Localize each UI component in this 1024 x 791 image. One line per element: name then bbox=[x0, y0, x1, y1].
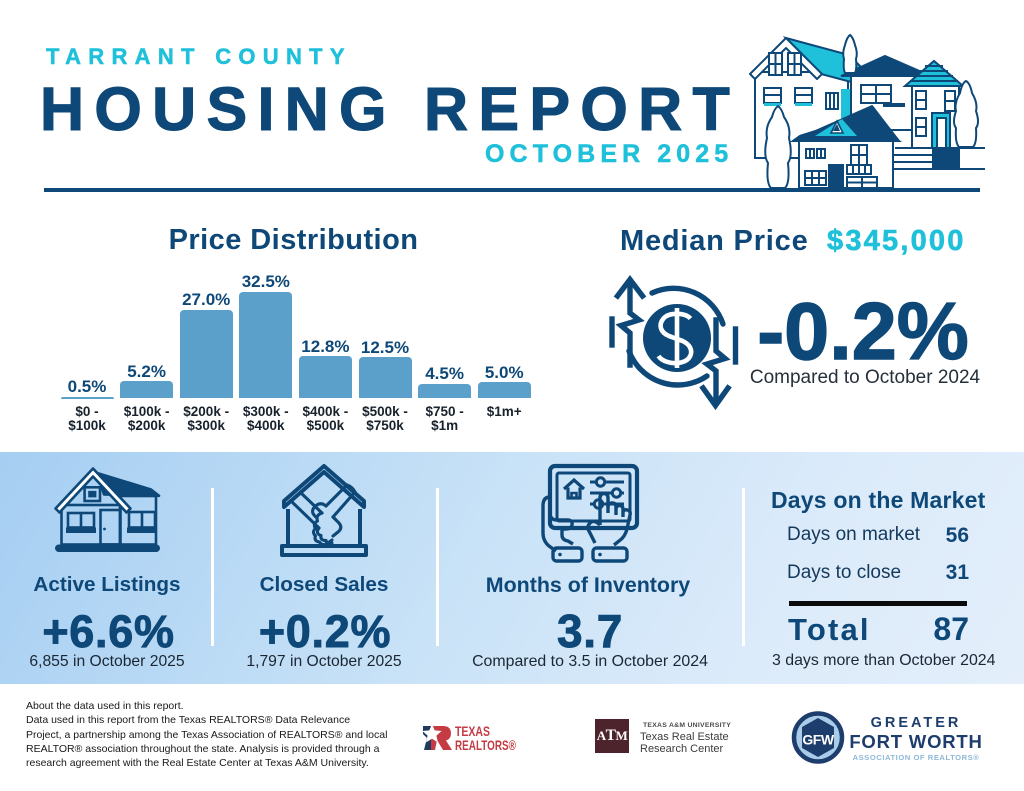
svg-text:TEXAS: TEXAS bbox=[455, 723, 490, 739]
svg-text:REALTORS®: REALTORS® bbox=[455, 737, 516, 753]
svg-text:GFW: GFW bbox=[802, 732, 834, 748]
